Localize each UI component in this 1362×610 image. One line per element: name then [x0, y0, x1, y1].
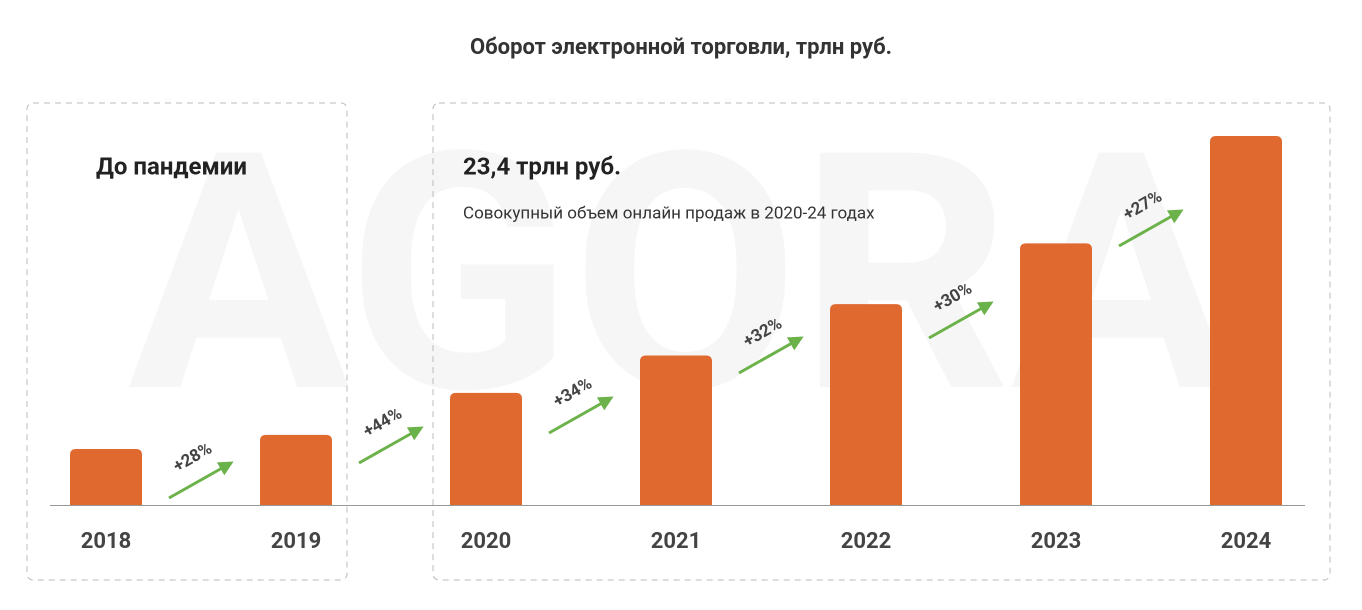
growth-arrow — [168, 461, 234, 500]
x-tick-label: 2019 — [271, 529, 322, 554]
bar — [1210, 136, 1282, 505]
bar — [640, 355, 712, 505]
pandemic-box — [432, 102, 1331, 581]
total-note: Совокупный объем онлайн продаж в 2020-24… — [463, 203, 875, 223]
bar — [260, 434, 332, 505]
growth-arrow — [928, 301, 994, 340]
bar — [70, 448, 142, 505]
growth-arrow — [1118, 209, 1184, 248]
x-tick-label: 2022 — [841, 529, 892, 554]
total-label: 23,4 трлн руб. — [463, 152, 621, 180]
pre-pandemic-box — [26, 102, 348, 581]
growth-arrow — [358, 426, 424, 465]
bar — [830, 304, 902, 505]
box-title: До пандемии — [96, 152, 247, 180]
bar — [1020, 243, 1092, 506]
bar — [450, 392, 522, 505]
x-tick-label: 2024 — [1221, 529, 1272, 554]
growth-arrow — [548, 396, 614, 435]
x-tick-label: 2020 — [461, 529, 512, 554]
x-tick-label: 2023 — [1031, 529, 1082, 554]
x-tick-label: 2018 — [81, 529, 132, 554]
growth-arrow — [738, 336, 804, 375]
x-tick-label: 2021 — [651, 529, 702, 554]
chart-title: Оборот электронной торговли, трлн руб. — [470, 35, 892, 60]
